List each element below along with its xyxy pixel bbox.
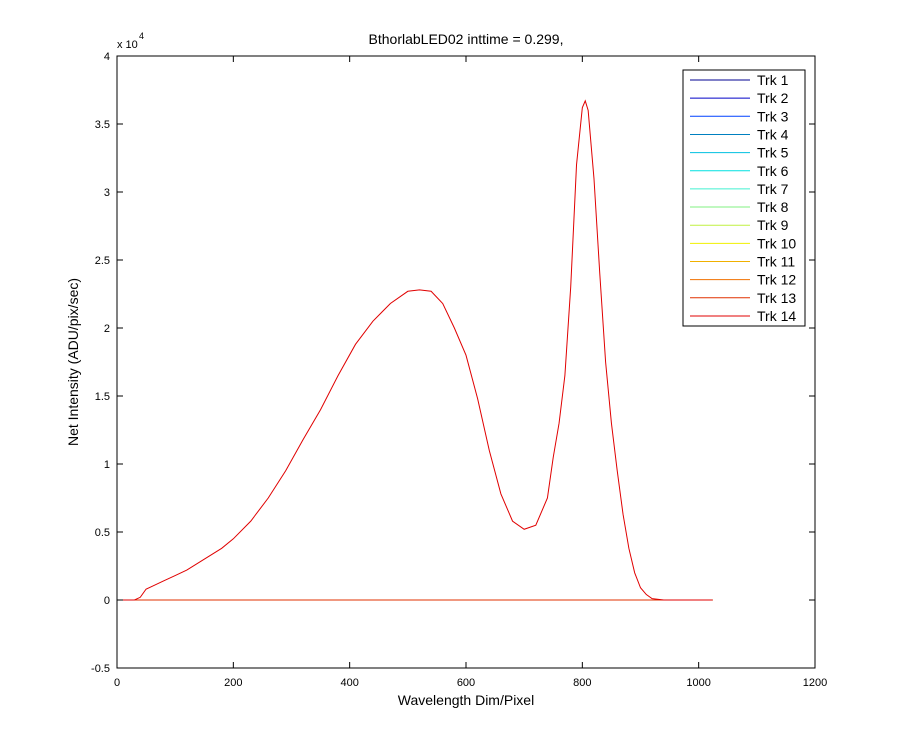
y-tick-label: 2 [104, 323, 110, 335]
x-tick-label: 600 [457, 677, 475, 689]
y-axis-label: Net Intensity (ADU/pix/sec) [65, 278, 81, 446]
legend-label: Trk 3 [757, 108, 789, 124]
y-tick-label: 3.5 [95, 119, 110, 131]
legend-label: Trk 10 [757, 235, 796, 251]
legend-label: Trk 14 [757, 308, 796, 324]
legend-label: Trk 1 [757, 72, 789, 88]
x-axis-label: Wavelength Dim/Pixel [398, 692, 534, 708]
x-tick-label: 0 [114, 677, 120, 689]
x-tick-label: 1000 [686, 677, 710, 689]
x-tick-label: 1200 [803, 677, 827, 689]
legend-label: Trk 12 [757, 272, 796, 288]
legend-label: Trk 9 [757, 217, 789, 233]
axis-ticks: 0 200 400 600 800 1000 1200 -0.5 0 0.5 1 1.5 2 2.5 3 3.… [91, 51, 827, 689]
legend-label: Trk 5 [757, 145, 789, 161]
x-tick-label: 800 [573, 677, 591, 689]
y-exponent-power: 4 [139, 31, 144, 41]
legend: Trk 1 Trk 2 Trk 3 Trk 4 Trk 5 Trk 6 Trk 7 Trk 8… [682, 69, 806, 327]
y-tick-label: -0.5 [91, 663, 110, 675]
y-tick-label: 0 [104, 595, 110, 607]
legend-label: Trk 2 [757, 90, 789, 106]
legend-label: Trk 6 [757, 163, 789, 179]
series-line [117, 99, 713, 601]
legend-label: Trk 4 [757, 126, 789, 142]
legend-label: Trk 8 [757, 199, 789, 215]
legend-box [682, 69, 806, 327]
series-layer [117, 99, 713, 601]
legend-label: Trk 13 [757, 290, 796, 306]
legend-label: Trk 7 [757, 181, 789, 197]
y-tick-label: 4 [104, 51, 110, 63]
x-tick-label: 400 [340, 677, 358, 689]
chart-title: BthorlabLED02 inttime = 0.299, [369, 31, 564, 47]
legend-label: Trk 11 [757, 254, 795, 270]
x-tick-label: 200 [224, 677, 242, 689]
y-tick-label: 3 [104, 187, 110, 199]
y-tick-label: 1.5 [95, 391, 110, 403]
y-exponent-base: x 10 [117, 39, 138, 51]
y-tick-label: 1 [104, 459, 110, 471]
y-tick-label: 0.5 [95, 527, 110, 539]
y-tick-label: 2.5 [95, 255, 110, 267]
legend-items: Trk 1 Trk 2 Trk 3 Trk 4 Trk 5 Trk 6 Trk 7 Trk 8… [690, 72, 796, 324]
